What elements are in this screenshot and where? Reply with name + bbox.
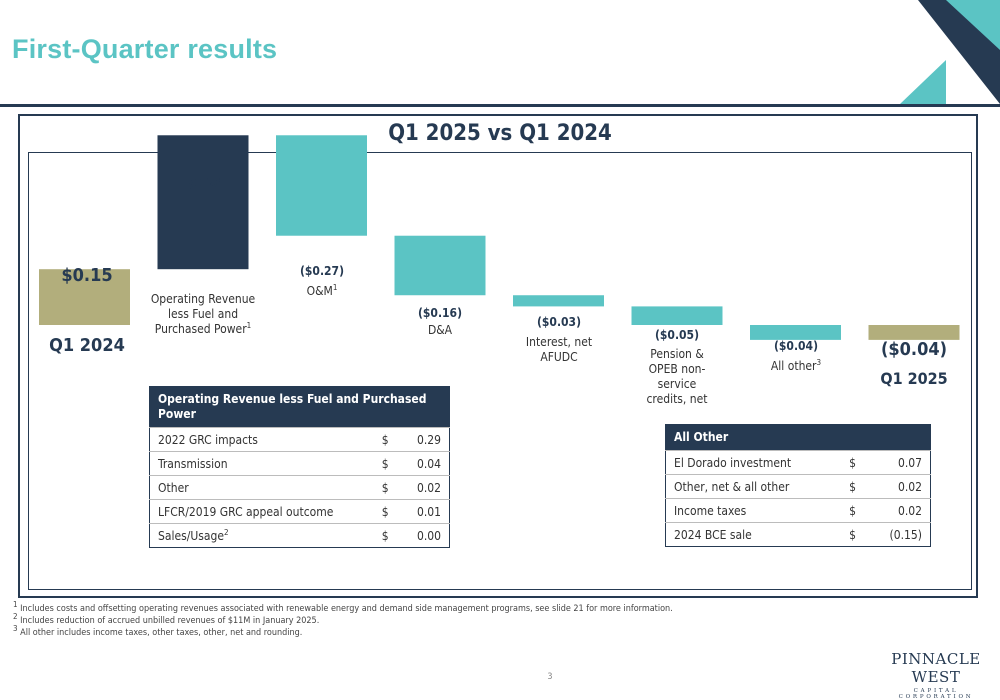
da-category-label: D&A [427, 323, 453, 337]
waterfall-bar-6 [631, 306, 723, 325]
company-logo: PINNACLE WEST CAPITAL CORPORATION [880, 650, 992, 700]
op-revenue-row: Other $0.02 [149, 475, 450, 500]
waterfall-bar-4 [394, 235, 486, 296]
all-other-row-currency: $ [837, 474, 868, 499]
op-revenue-row-currency: $ [370, 451, 400, 476]
all-other-table-header: All Other [665, 424, 931, 451]
page-number: 3 [547, 672, 553, 682]
waterfall-bar-8 [868, 325, 960, 340]
waterfall-bar-7 [750, 325, 841, 340]
all-other-row: 2024 BCE sale $ (0.15) [665, 522, 931, 547]
waterfall-chart [39, 135, 960, 340]
all-other-row-value: 0.07 [867, 450, 931, 475]
all-other-row-value: 0.02 [867, 498, 931, 523]
all-other-table-body: El Dorado investment $0.07 Other, net & al… [665, 450, 931, 547]
footnote-2: 2 Includes reduction of accrued unbilled… [13, 612, 320, 627]
op-revenue-row-currency: $ [370, 523, 400, 548]
op-revenue-row: 2022 GRC impacts $0.29 [149, 427, 450, 452]
interest-category-label: Interest, net AFUDC [525, 335, 593, 364]
op-revenue-row-value: 0.01 [399, 499, 450, 524]
corner-teal-triangle [946, 0, 1000, 50]
all-other-row-currency: $ [837, 522, 868, 547]
all-other-row-label: 2024 BCE sale [665, 522, 838, 547]
all-other-row: Income taxes $0.02 [665, 498, 931, 523]
chart-outer-frame [18, 114, 978, 598]
all-other-table: All Other El Dorado investment $0.07 Other… [665, 424, 931, 547]
interest-value-label: ($0.03) [536, 315, 581, 329]
op-revenue-row-currency: $ [370, 475, 400, 500]
all-other-row-value: 0.02 [867, 474, 931, 499]
waterfall-bar-3 [276, 135, 367, 236]
op-revenue-row-label: Transmission [149, 451, 371, 476]
op-revenue-row-label: LFCR/2019 GRC appeal outcome [149, 499, 371, 524]
footnote-1: 1 Includes costs and offsetting operatin… [13, 600, 673, 615]
da-value-label: ($0.16) [417, 306, 462, 320]
op-revenue-table-header: Operating Revenue less Fuel and Purchase… [149, 386, 450, 428]
pension-value-label: ($0.05) [654, 328, 699, 342]
all-other-row-label: Income taxes [665, 498, 838, 523]
all-other-row-value: (0.15) [867, 522, 931, 547]
chart-heading: Q1 2025 vs Q1 2024 [388, 121, 612, 146]
op-revenue-row-value: 0.04 [399, 451, 450, 476]
corner-teal-small-triangle [900, 60, 946, 104]
op-revenue-value-label: $0.36 [186, 176, 222, 190]
op-revenue-row-label: 2022 GRC impacts [149, 427, 371, 452]
all-other-row: El Dorado investment $0.07 [665, 450, 931, 475]
chart-inner-frame [28, 152, 972, 590]
op-revenue-category-label: Operating Revenue less Fuel and Purchase… [150, 292, 256, 336]
logo-subtitle: CAPITAL CORPORATION [898, 688, 974, 700]
op-revenue-table-body: 2022 GRC impacts $0.29 Transmission $0.04 Ot… [149, 427, 450, 548]
op-revenue-row-value: 0.02 [399, 475, 450, 500]
om-value-label: ($0.27) [299, 264, 344, 278]
all-other-row: Other, net & all other $0.02 [665, 474, 931, 499]
title-rule [0, 104, 1000, 107]
pension-category-label: Pension & OPEB non-service credits, net [646, 347, 708, 406]
q1-2024-category-label: Q1 2024 [49, 335, 125, 356]
op-revenue-row-label: Other [149, 475, 371, 500]
op-revenue-row-currency: $ [370, 499, 400, 524]
op-revenue-row-label: Sales/Usage2 [149, 523, 371, 548]
op-revenue-row-currency: $ [370, 427, 400, 452]
waterfall-bar-5 [513, 295, 604, 307]
footnotes: 1 Includes costs and offsetting operatin… [13, 600, 673, 639]
op-revenue-row: Sales/Usage2 $0.00 [149, 523, 450, 548]
op-revenue-row-value: 0.00 [399, 523, 450, 548]
op-revenue-row-value: 0.29 [399, 427, 450, 452]
all-other-category-label: All other3 [770, 358, 822, 374]
q1-2024-value-label: $0.15 [61, 265, 113, 286]
all-other-row-currency: $ [837, 450, 868, 475]
op-revenue-row: LFCR/2019 GRC appeal outcome $0.01 [149, 499, 450, 524]
waterfall-bar-2 [157, 135, 249, 270]
all-other-row-currency: $ [837, 498, 868, 523]
logo-name: PINNACLE WEST [891, 650, 981, 686]
q1-2025-value-label: ($0.04) [880, 339, 948, 360]
op-revenue-table: Operating Revenue less Fuel and Purchase… [149, 386, 450, 548]
all-other-value-label: ($0.04) [773, 339, 818, 353]
all-other-row-label: Other, net & all other [665, 474, 838, 499]
slide-title: First-Quarter results [12, 34, 278, 64]
op-revenue-row: Transmission $0.04 [149, 451, 450, 476]
waterfall-bar-1 [39, 269, 130, 325]
om-category-label: O&M1 [306, 283, 338, 299]
corner-decoration [900, 0, 1000, 104]
q1-2025-category-label: Q1 2025 [880, 369, 948, 388]
all-other-row-label: El Dorado investment [665, 450, 838, 475]
footnote-3: 3 All other includes income taxes, other… [13, 624, 303, 639]
